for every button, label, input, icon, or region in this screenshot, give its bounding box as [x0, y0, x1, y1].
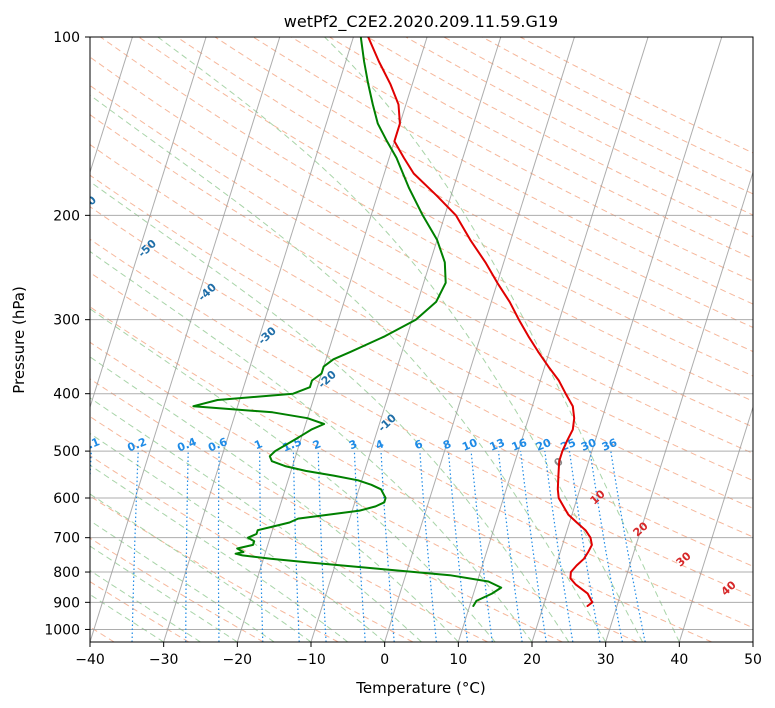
x-axis-label: Temperature (°C): [355, 679, 485, 697]
isotherm-gridline: [384, 37, 575, 642]
x-tick-label: −40: [75, 652, 105, 668]
x-tick-label: 20: [523, 652, 541, 668]
plot-frame: [89, 36, 754, 643]
y-tick-label: 700: [53, 531, 80, 547]
mixing-ratio-line: [470, 451, 493, 642]
dry-adiabat-line: [90, 143, 753, 509]
y-tick-label: 300: [53, 313, 80, 329]
mixing-ratio-label: 16: [510, 436, 529, 454]
dry-adiabat-line: [90, 174, 753, 538]
y-tick-label: 600: [53, 491, 80, 507]
dry-adiabat-line: [90, 56, 753, 428]
mixing-ratio-line: [447, 451, 469, 642]
dry-adiabat-line: [252, 37, 753, 305]
dry-adiabat-line: [90, 114, 753, 482]
dry-adiabat-line: [90, 581, 190, 642]
isotherm-gridline: [457, 37, 649, 642]
y-tick-label: 800: [53, 565, 80, 581]
mixing-ratio-line: [610, 451, 646, 642]
moist-adiabat-line: [157, 37, 643, 642]
moist-adiabat-line: [90, 308, 496, 642]
chart-title: wetPf2_C2E2.2020.209.11.59.G19: [284, 12, 558, 32]
isotherm-gridline: [605, 170, 753, 642]
mixing-ratio-line: [544, 451, 574, 642]
mixing-ratio-label: 0.1: [79, 435, 102, 454]
x-tick-label: −30: [149, 652, 179, 668]
isotherm-gridline: [678, 405, 753, 642]
mixing-ratio-label: 3: [347, 437, 359, 452]
x-tick-label: −10: [296, 652, 326, 668]
mixing-ratio-label: 13: [488, 436, 507, 454]
x-tick-label: 40: [670, 652, 688, 668]
y-tick-label: 500: [53, 444, 80, 460]
x-tick-label: 30: [597, 652, 615, 668]
mixing-ratio-label: 8: [441, 437, 453, 452]
moist-adiabat-line: [90, 250, 533, 642]
moist-adiabat-line: [90, 464, 349, 642]
mixing-ratio-label: 30: [579, 436, 598, 454]
moist-adiabat-line: [90, 397, 422, 642]
mixing-ratio-label: 10: [460, 436, 479, 454]
dry-adiabat-line: [90, 378, 563, 642]
dry-adiabat-line: [214, 37, 753, 329]
x-tick-label: 50: [744, 652, 762, 668]
y-tick-label: 100: [53, 30, 80, 46]
x-tick-label: −20: [223, 652, 253, 668]
isotherm-gridline: [90, 37, 133, 174]
temperature-profile-line: [367, 37, 594, 607]
mixing-ratio-label: 1: [252, 437, 264, 452]
dry-adiabat-line: [138, 37, 753, 377]
mixing-ratio-line: [497, 451, 523, 642]
dry-adiabat-line: [90, 306, 712, 642]
isotherm-gridline: [90, 37, 207, 409]
y-axis: 100 200 300 400 500 600 700 800 900 1000: [44, 30, 90, 638]
y-tick-label: 200: [53, 208, 80, 224]
isotherm-gridline: [163, 37, 354, 642]
isotherm-label: -60: [76, 193, 100, 216]
y-tick-label: 400: [53, 387, 80, 403]
mixing-ratio-line: [419, 451, 437, 642]
x-tick-label: 0: [380, 652, 389, 668]
moist-adiabat-line: [90, 432, 386, 642]
y-axis-label: Pressure (hPa): [10, 286, 28, 394]
moist-adiabat-line: [90, 181, 570, 642]
y-tick-label: 1000: [44, 622, 80, 638]
mixing-ratio-line: [520, 451, 547, 642]
plot-border: [89, 36, 754, 643]
x-axis: −40 −30 −20 −10 0 10 20 30 40 50: [75, 642, 762, 668]
mixing-ratio-label: 2: [311, 437, 323, 452]
dry-adiabat-line: [90, 416, 488, 642]
dry-adiabat-line: [90, 537, 264, 642]
moist-adiabat-line: [90, 520, 275, 642]
isotherm-gridline: [310, 37, 502, 642]
moist-adiabat-line: [324, 37, 680, 642]
x-tick-label: 10: [449, 652, 467, 668]
dry-adiabat-line: [90, 271, 753, 629]
y-tick-label: 900: [53, 595, 80, 611]
moist-adiabat-line: [90, 94, 607, 642]
mixing-ratio-label: 20: [534, 436, 553, 454]
mixing-ratio-label: 36: [600, 436, 619, 454]
dewpoint-profile-line: [192, 37, 503, 607]
isotherm-gridline: [90, 37, 281, 642]
isotherm-gridline: [531, 37, 723, 642]
